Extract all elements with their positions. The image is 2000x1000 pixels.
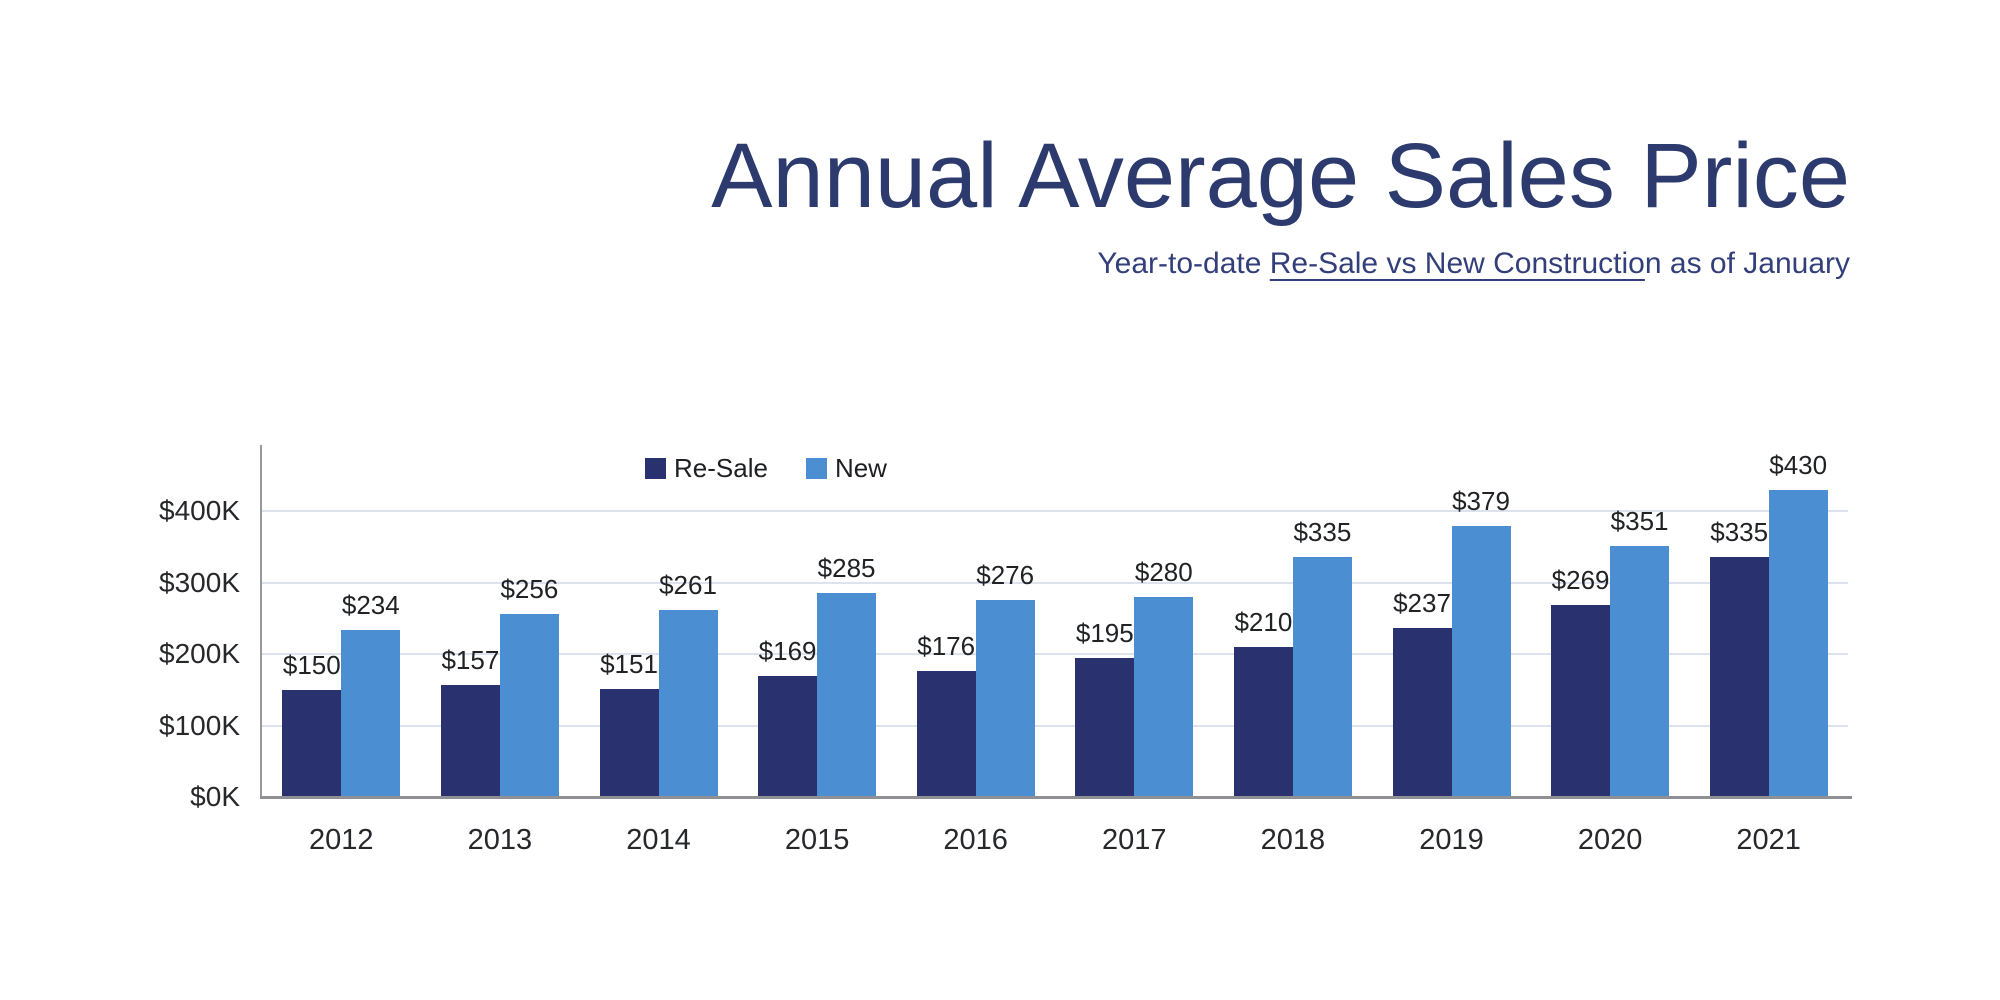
x-tick-label-2016: 2016 bbox=[943, 824, 1008, 856]
chart-title: Annual Average Sales Price bbox=[711, 125, 1850, 227]
legend-item-resale: Re-Sale bbox=[645, 453, 768, 484]
plot-area: $150 $234 $157 $256 $151 $261 $169 $285 $176 $276… bbox=[262, 445, 1848, 797]
bar-resale-2013 bbox=[440, 684, 500, 797]
bar-value-label: $195 bbox=[1075, 617, 1134, 648]
gridline-400k bbox=[262, 510, 1848, 512]
subtitle-suffix: n as of January bbox=[1644, 247, 1850, 280]
x-tick-label-2017: 2017 bbox=[1102, 824, 1167, 856]
gridline-100k bbox=[262, 724, 1848, 727]
bar-new-2019 bbox=[1451, 526, 1511, 797]
bar-new-2018 bbox=[1292, 557, 1352, 797]
bar-new-2017 bbox=[1134, 596, 1194, 797]
bar-new-2012 bbox=[341, 629, 401, 797]
bar-resale-2019 bbox=[1392, 627, 1452, 797]
chart-subtitle: Year-to-date Re-Sale vs New Construction… bbox=[1097, 247, 1850, 281]
bar-value-label: $256 bbox=[500, 573, 559, 604]
bar-value-label: $335 bbox=[1710, 517, 1769, 548]
bar-value-label: $276 bbox=[976, 559, 1035, 590]
chart-legend: Re-Sale New bbox=[645, 453, 887, 484]
legend-label-new: New bbox=[834, 453, 887, 483]
bar-value-label: $176 bbox=[917, 631, 976, 662]
bar-new-2013 bbox=[499, 613, 559, 797]
x-tick-label-2013: 2013 bbox=[467, 824, 533, 856]
new-swatch-icon bbox=[805, 458, 827, 479]
bar-resale-2015 bbox=[758, 676, 818, 797]
y-tick-label: $200K bbox=[159, 638, 240, 669]
bar-resale-2012 bbox=[282, 689, 342, 797]
bar-new-2021 bbox=[1768, 489, 1828, 797]
bar-value-label: $169 bbox=[758, 636, 817, 667]
bar-value-label: $150 bbox=[282, 649, 341, 680]
bar-resale-2016 bbox=[916, 671, 976, 797]
y-tick-label: $400K bbox=[159, 495, 240, 526]
x-tick-label-2019: 2019 bbox=[1419, 824, 1484, 856]
gridline-300k bbox=[262, 581, 1848, 584]
bar-resale-2014 bbox=[599, 689, 659, 797]
bar-value-label: $379 bbox=[1452, 486, 1510, 517]
bar-new-2014 bbox=[658, 610, 718, 797]
y-axis-line bbox=[260, 445, 262, 797]
bar-resale-2018 bbox=[1233, 646, 1293, 797]
bar-value-label: $280 bbox=[1134, 556, 1193, 587]
legend-label-resale: Re-Sale bbox=[674, 453, 768, 483]
bar-value-label: $237 bbox=[1393, 587, 1451, 618]
bar-resale-2017 bbox=[1075, 657, 1135, 797]
x-tick-label-2014: 2014 bbox=[626, 824, 691, 856]
bar-value-label: $285 bbox=[817, 553, 876, 584]
bar-value-label: $335 bbox=[1293, 517, 1352, 548]
y-tick-label: $100K bbox=[159, 709, 240, 741]
bar-new-2016 bbox=[975, 599, 1035, 797]
bar-value-label: $261 bbox=[659, 570, 717, 601]
x-tick-label-2021: 2021 bbox=[1736, 824, 1801, 856]
x-tick-label-2012: 2012 bbox=[309, 824, 374, 856]
x-tick-label-2020: 2020 bbox=[1577, 824, 1643, 856]
bar-value-label: $210 bbox=[1234, 606, 1293, 637]
legend-item-new: New bbox=[805, 453, 887, 484]
x-tick-label-2015: 2015 bbox=[784, 824, 850, 856]
bar-new-2015 bbox=[817, 593, 877, 797]
bar-new-2020 bbox=[1610, 546, 1670, 797]
bar-resale-2021 bbox=[1709, 557, 1769, 797]
bar-value-label: $234 bbox=[341, 589, 400, 620]
x-axis-line bbox=[260, 796, 1852, 799]
resale-swatch-icon bbox=[645, 458, 666, 479]
x-tick-label-2018: 2018 bbox=[1260, 824, 1326, 856]
gridline-200k bbox=[262, 653, 1848, 655]
bar-value-label: $269 bbox=[1551, 564, 1610, 595]
subtitle-underlined-text: Re-Sale vs New Constructio bbox=[1269, 247, 1645, 280]
subtitle-prefix: Year-to-date bbox=[1097, 247, 1270, 280]
bar-value-label: $430 bbox=[1769, 449, 1828, 480]
bar-value-label: $151 bbox=[600, 649, 658, 680]
y-tick-label: $300K bbox=[159, 566, 240, 598]
bar-value-label: $351 bbox=[1610, 506, 1669, 537]
y-tick-label: $0K bbox=[190, 781, 240, 812]
bar-resale-2020 bbox=[1551, 604, 1611, 797]
bar-value-label: $157 bbox=[441, 644, 500, 675]
